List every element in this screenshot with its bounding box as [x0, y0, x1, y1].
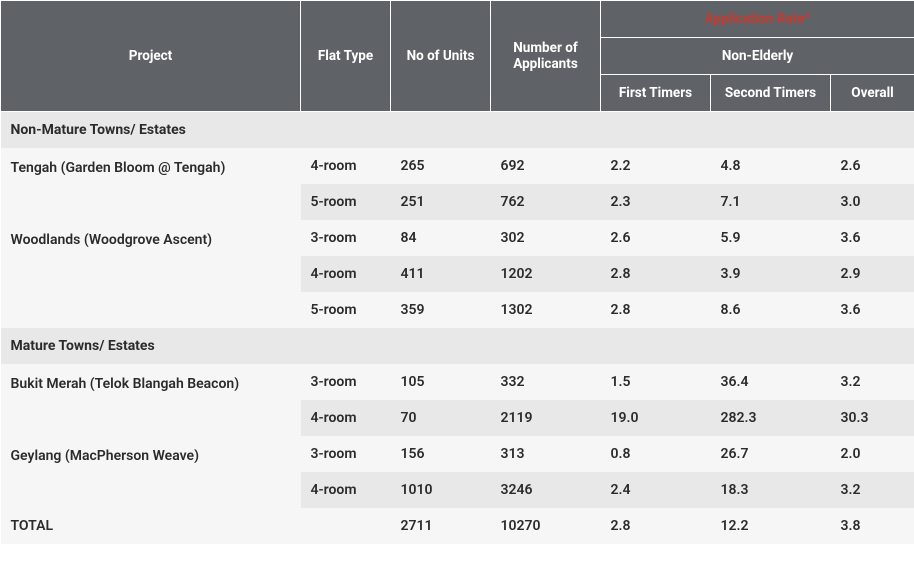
- total-row: TOTAL 2711102702.812.23.8: [1, 508, 914, 544]
- project-name: Geylang (MacPherson Weave): [1, 436, 301, 508]
- cell-flat-type: 3-room: [301, 436, 391, 472]
- cell-flat-type: 4-room: [301, 256, 391, 292]
- cell-units: 1010: [391, 472, 491, 508]
- cell-flat-type: 4-room: [301, 400, 391, 436]
- cell-units: 70: [391, 400, 491, 436]
- cell-flat-type: 4-room: [301, 472, 391, 508]
- cell-flat-type: [301, 508, 391, 544]
- cell-units: 359: [391, 292, 491, 328]
- total-label: TOTAL: [1, 508, 301, 544]
- section-title: Mature Towns/ Estates: [1, 328, 914, 364]
- cell-applicants: 302: [491, 220, 601, 256]
- cell-overall: 2.9: [831, 256, 914, 292]
- section-header-row: Non-Mature Towns/ Estates: [1, 112, 914, 149]
- col-project: Project: [1, 1, 301, 112]
- cell-second-timers: 36.4: [711, 364, 831, 400]
- cell-first-timers: 19.0: [601, 400, 711, 436]
- col-overall: Overall: [831, 75, 914, 112]
- cell-flat-type: 3-room: [301, 364, 391, 400]
- table-row: Tengah (Garden Bloom @ Tengah)4-room2656…: [1, 148, 914, 184]
- cell-first-timers: 2.8: [601, 508, 711, 544]
- cell-units: 2711: [391, 508, 491, 544]
- cell-overall: 3.2: [831, 472, 914, 508]
- col-no-units: No of Units: [391, 1, 491, 112]
- cell-applicants: 1302: [491, 292, 601, 328]
- cell-second-timers: 26.7: [711, 436, 831, 472]
- cell-overall: 3.6: [831, 292, 914, 328]
- project-name: Bukit Merah (Telok Blangah Beacon): [1, 364, 301, 436]
- table-row: Bukit Merah (Telok Blangah Beacon)3-room…: [1, 364, 914, 400]
- bto-application-table: Project Flat Type No of Units Number of …: [0, 0, 914, 544]
- col-application-rate: Application Rate^: [601, 1, 914, 38]
- cell-overall: 2.6: [831, 148, 914, 184]
- cell-first-timers: 2.2: [601, 148, 711, 184]
- cell-flat-type: 4-room: [301, 148, 391, 184]
- section-title: Non-Mature Towns/ Estates: [1, 112, 914, 149]
- cell-first-timers: 2.8: [601, 256, 711, 292]
- cell-applicants: 332: [491, 364, 601, 400]
- cell-second-timers: 282.3: [711, 400, 831, 436]
- cell-applicants: 1202: [491, 256, 601, 292]
- cell-flat-type: 5-room: [301, 184, 391, 220]
- cell-overall: 3.6: [831, 220, 914, 256]
- cell-units: 84: [391, 220, 491, 256]
- cell-applicants: 3246: [491, 472, 601, 508]
- cell-applicants: 762: [491, 184, 601, 220]
- cell-first-timers: 2.3: [601, 184, 711, 220]
- cell-overall: 2.0: [831, 436, 914, 472]
- cell-second-timers: 12.2: [711, 508, 831, 544]
- table-body: Non-Mature Towns/ EstatesTengah (Garden …: [1, 112, 914, 545]
- cell-flat-type: 3-room: [301, 220, 391, 256]
- col-first-timers: First Timers: [601, 75, 711, 112]
- cell-first-timers: 2.4: [601, 472, 711, 508]
- cell-second-timers: 3.9: [711, 256, 831, 292]
- cell-second-timers: 4.8: [711, 148, 831, 184]
- col-flat-type: Flat Type: [301, 1, 391, 112]
- cell-second-timers: 5.9: [711, 220, 831, 256]
- cell-units: 105: [391, 364, 491, 400]
- section-header-row: Mature Towns/ Estates: [1, 328, 914, 364]
- col-non-elderly: Non-Elderly: [601, 38, 914, 75]
- cell-second-timers: 7.1: [711, 184, 831, 220]
- cell-first-timers: 2.8: [601, 292, 711, 328]
- cell-overall: 3.0: [831, 184, 914, 220]
- cell-overall: 3.2: [831, 364, 914, 400]
- cell-applicants: 10270: [491, 508, 601, 544]
- cell-units: 251: [391, 184, 491, 220]
- cell-units: 265: [391, 148, 491, 184]
- cell-overall: 30.3: [831, 400, 914, 436]
- cell-applicants: 313: [491, 436, 601, 472]
- cell-applicants: 692: [491, 148, 601, 184]
- table-row: Geylang (MacPherson Weave)3-room1563130.…: [1, 436, 914, 472]
- cell-applicants: 2119: [491, 400, 601, 436]
- table-header: Project Flat Type No of Units Number of …: [1, 1, 914, 112]
- cell-second-timers: 8.6: [711, 292, 831, 328]
- cell-first-timers: 0.8: [601, 436, 711, 472]
- project-name: Tengah (Garden Bloom @ Tengah): [1, 148, 301, 220]
- cell-flat-type: 5-room: [301, 292, 391, 328]
- cell-units: 411: [391, 256, 491, 292]
- col-no-applicants: Number of Applicants: [491, 1, 601, 112]
- table-row: Woodlands (Woodgrove Ascent)3-room843022…: [1, 220, 914, 256]
- cell-overall: 3.8: [831, 508, 914, 544]
- cell-second-timers: 18.3: [711, 472, 831, 508]
- cell-units: 156: [391, 436, 491, 472]
- cell-first-timers: 1.5: [601, 364, 711, 400]
- project-name: Woodlands (Woodgrove Ascent): [1, 220, 301, 328]
- cell-first-timers: 2.6: [601, 220, 711, 256]
- col-second-timers: Second Timers: [711, 75, 831, 112]
